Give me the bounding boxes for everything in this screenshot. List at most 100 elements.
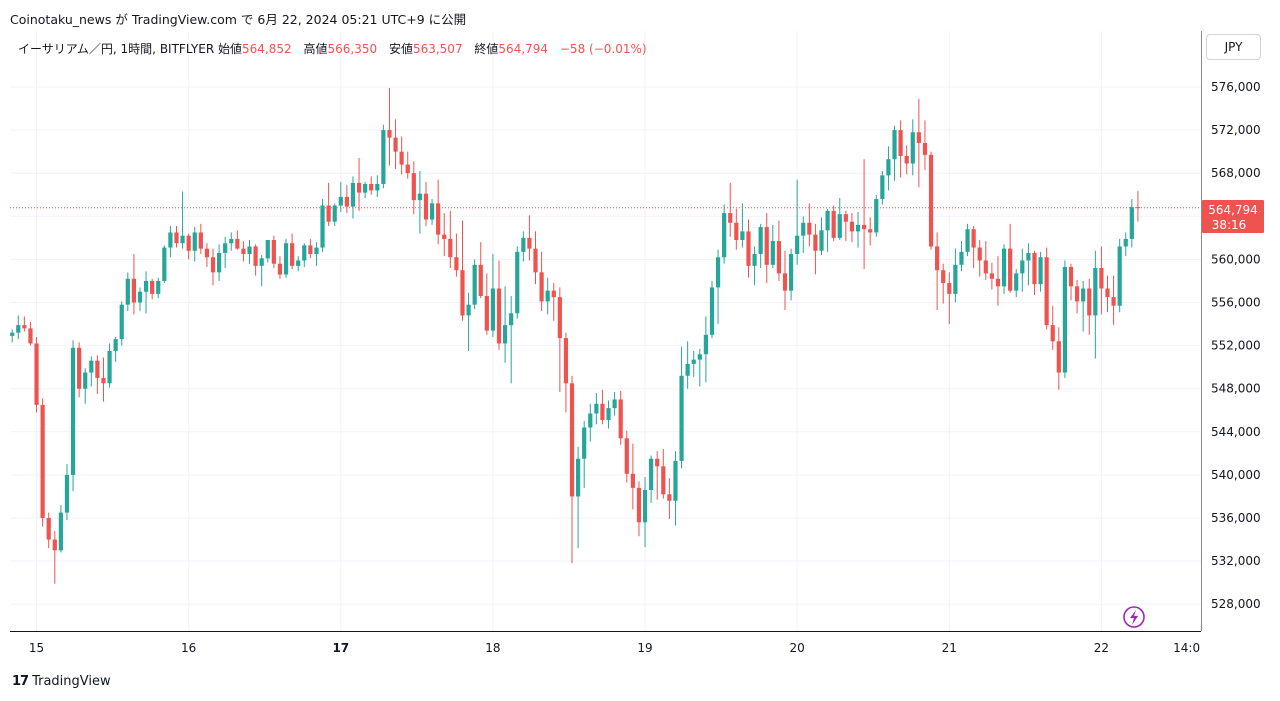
candle-body bbox=[1105, 288, 1110, 298]
publisher-name: Coinotaku_news bbox=[10, 12, 112, 27]
candle bbox=[34, 336, 39, 413]
time-tick-label: 16 bbox=[181, 641, 196, 655]
candle-body bbox=[788, 254, 794, 291]
candle-body bbox=[569, 383, 575, 497]
candle bbox=[935, 232, 940, 311]
candle-body bbox=[143, 280, 149, 292]
candle bbox=[582, 421, 587, 488]
candle-body bbox=[843, 214, 848, 222]
candle bbox=[770, 224, 775, 269]
candle bbox=[1062, 260, 1068, 378]
candle-body bbox=[722, 213, 727, 258]
candle bbox=[369, 176, 374, 195]
candle-body bbox=[308, 245, 313, 255]
candle bbox=[685, 341, 690, 389]
candle-body bbox=[356, 182, 362, 193]
tradingview-logo-icon: 17 bbox=[12, 674, 29, 689]
candle-body bbox=[454, 257, 459, 271]
candle-body bbox=[125, 278, 130, 305]
candle-body bbox=[874, 199, 879, 233]
price-chart[interactable] bbox=[10, 31, 1201, 631]
candle bbox=[947, 272, 952, 325]
candle-body bbox=[606, 408, 611, 420]
candle bbox=[448, 210, 453, 269]
candle-body bbox=[655, 458, 660, 467]
candle-body bbox=[630, 473, 635, 488]
candle-body bbox=[965, 229, 970, 252]
candle bbox=[1056, 327, 1061, 390]
candle bbox=[320, 199, 325, 252]
candle-body bbox=[52, 539, 57, 551]
candle-body bbox=[971, 229, 976, 248]
candle bbox=[204, 243, 210, 267]
candle bbox=[423, 181, 429, 226]
candle bbox=[1050, 305, 1055, 350]
time-tick-label: 14:0 bbox=[1173, 641, 1200, 655]
candle-body bbox=[667, 494, 672, 501]
candle-body bbox=[198, 232, 203, 249]
candle-body bbox=[28, 328, 33, 344]
time-axis[interactable]: 15 16 17 18 19 20 21 22 14:0 bbox=[10, 631, 1205, 661]
candle-body bbox=[1129, 207, 1134, 239]
candle bbox=[709, 280, 715, 339]
candle-body bbox=[58, 512, 63, 551]
candle bbox=[1093, 250, 1098, 359]
candle-body bbox=[162, 247, 167, 281]
candle bbox=[825, 208, 830, 252]
candle-body bbox=[34, 343, 39, 405]
publication-info: Coinotaku_news が TradingView.com で 6月 22… bbox=[10, 9, 466, 28]
candle-body bbox=[442, 234, 447, 239]
currency-button[interactable]: JPY bbox=[1206, 34, 1261, 60]
candle bbox=[813, 223, 818, 275]
candle-body bbox=[527, 237, 532, 249]
candle-body bbox=[642, 489, 648, 523]
candle-body bbox=[277, 263, 283, 275]
candle-body bbox=[107, 350, 112, 384]
time-tick-label: 19 bbox=[637, 641, 652, 655]
candle-body bbox=[782, 273, 788, 291]
price-badge: 564,794 38:16 bbox=[1202, 200, 1264, 233]
candle bbox=[855, 211, 861, 248]
candle bbox=[667, 478, 672, 520]
price-axis[interactable]: 576,000572,000568,000564,000560,000556,0… bbox=[1201, 31, 1280, 631]
candle bbox=[277, 256, 283, 279]
candle bbox=[10, 329, 15, 343]
tradingview-footer[interactable]: 17 TradingView bbox=[12, 674, 111, 689]
candle-body bbox=[70, 347, 76, 475]
candle bbox=[1032, 250, 1037, 295]
candle bbox=[868, 217, 873, 246]
candle bbox=[89, 356, 94, 387]
candle-body bbox=[496, 288, 502, 344]
candle bbox=[521, 231, 526, 262]
candle bbox=[235, 230, 240, 250]
candle-body bbox=[283, 243, 289, 275]
candle bbox=[892, 125, 897, 181]
candle bbox=[1099, 246, 1104, 315]
candle-body bbox=[95, 360, 100, 378]
candle-body bbox=[959, 251, 964, 265]
candle-body bbox=[137, 291, 143, 303]
candle-body bbox=[770, 241, 775, 265]
candle-body bbox=[423, 193, 429, 220]
candle-body bbox=[618, 399, 623, 439]
candle-body bbox=[235, 238, 240, 249]
low-label: 安値 bbox=[388, 42, 413, 56]
candle-body bbox=[880, 175, 885, 200]
candle-body bbox=[77, 347, 82, 389]
replay-button[interactable] bbox=[1123, 606, 1145, 628]
candle bbox=[460, 220, 465, 321]
candle bbox=[296, 256, 301, 272]
candle bbox=[265, 240, 270, 263]
candle bbox=[624, 430, 629, 483]
candle bbox=[1123, 232, 1128, 257]
candle-body bbox=[156, 280, 161, 294]
candle-body bbox=[922, 143, 928, 155]
candle bbox=[837, 197, 842, 241]
price-tick-label: 560,000 bbox=[1211, 252, 1261, 266]
candle bbox=[180, 191, 185, 249]
candle bbox=[229, 232, 234, 251]
price-tick-label: 572,000 bbox=[1211, 123, 1261, 137]
candle bbox=[594, 393, 599, 425]
candle bbox=[478, 242, 483, 299]
candle bbox=[849, 213, 855, 243]
